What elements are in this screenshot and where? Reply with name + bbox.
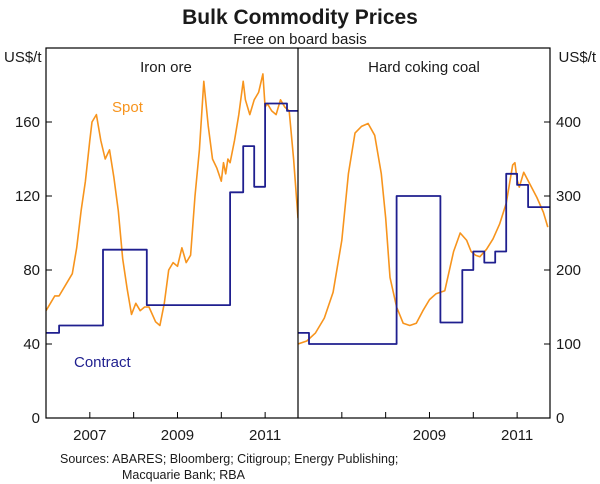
axes-frame — [45, 47, 551, 419]
chart-title: Bulk Commodity Prices — [182, 6, 418, 29]
spot-price-line — [46, 73, 298, 327]
y-tick-label: 40 — [23, 336, 40, 353]
contract-price-line — [298, 172, 550, 345]
x-tick-label: 2011 — [501, 427, 533, 444]
y-tick-label: 200 — [556, 262, 581, 279]
y-unit-label: US$/t — [558, 49, 596, 66]
chart-subtitle: Free on board basis — [233, 31, 366, 48]
x-tick-label: 2009 — [161, 427, 194, 444]
source-note-line2: Macquarie Bank; RBA — [122, 468, 246, 482]
y-tick-label: 120 — [15, 188, 40, 205]
contract-annotation: Contract — [74, 354, 132, 371]
y-tick-label: 0 — [556, 410, 564, 427]
spot-annotation: Spot — [112, 99, 144, 116]
source-note-line1: Sources: ABARES; Bloomberg; Citigroup; E… — [60, 452, 398, 466]
iron-ore-panel: 0 40 80 120 160 2007 2009 2011 Iron ore US$/t Spot… — [4, 49, 298, 444]
panel-title: Hard coking coal — [368, 59, 480, 76]
y-tick-label: 300 — [556, 188, 581, 205]
contract-price-line — [46, 102, 298, 334]
y-tick-label: 400 — [556, 114, 581, 131]
spot-price-line — [298, 122, 549, 345]
y-tick-label: 0 — [32, 410, 40, 427]
x-tick-label: 2009 — [413, 427, 446, 444]
coking-coal-panel: 0 100 200 300 400 2009 2011 Hard coking coal US$… — [297, 49, 597, 444]
y-unit-label: US$/t — [4, 49, 42, 66]
y-tick-label: 160 — [15, 114, 40, 131]
y-tick-label: 80 — [23, 262, 40, 279]
x-tick-label: 2011 — [249, 427, 281, 444]
x-tick-label: 2007 — [73, 427, 106, 444]
panel-title: Iron ore — [140, 59, 192, 76]
y-tick-label: 100 — [556, 336, 581, 353]
